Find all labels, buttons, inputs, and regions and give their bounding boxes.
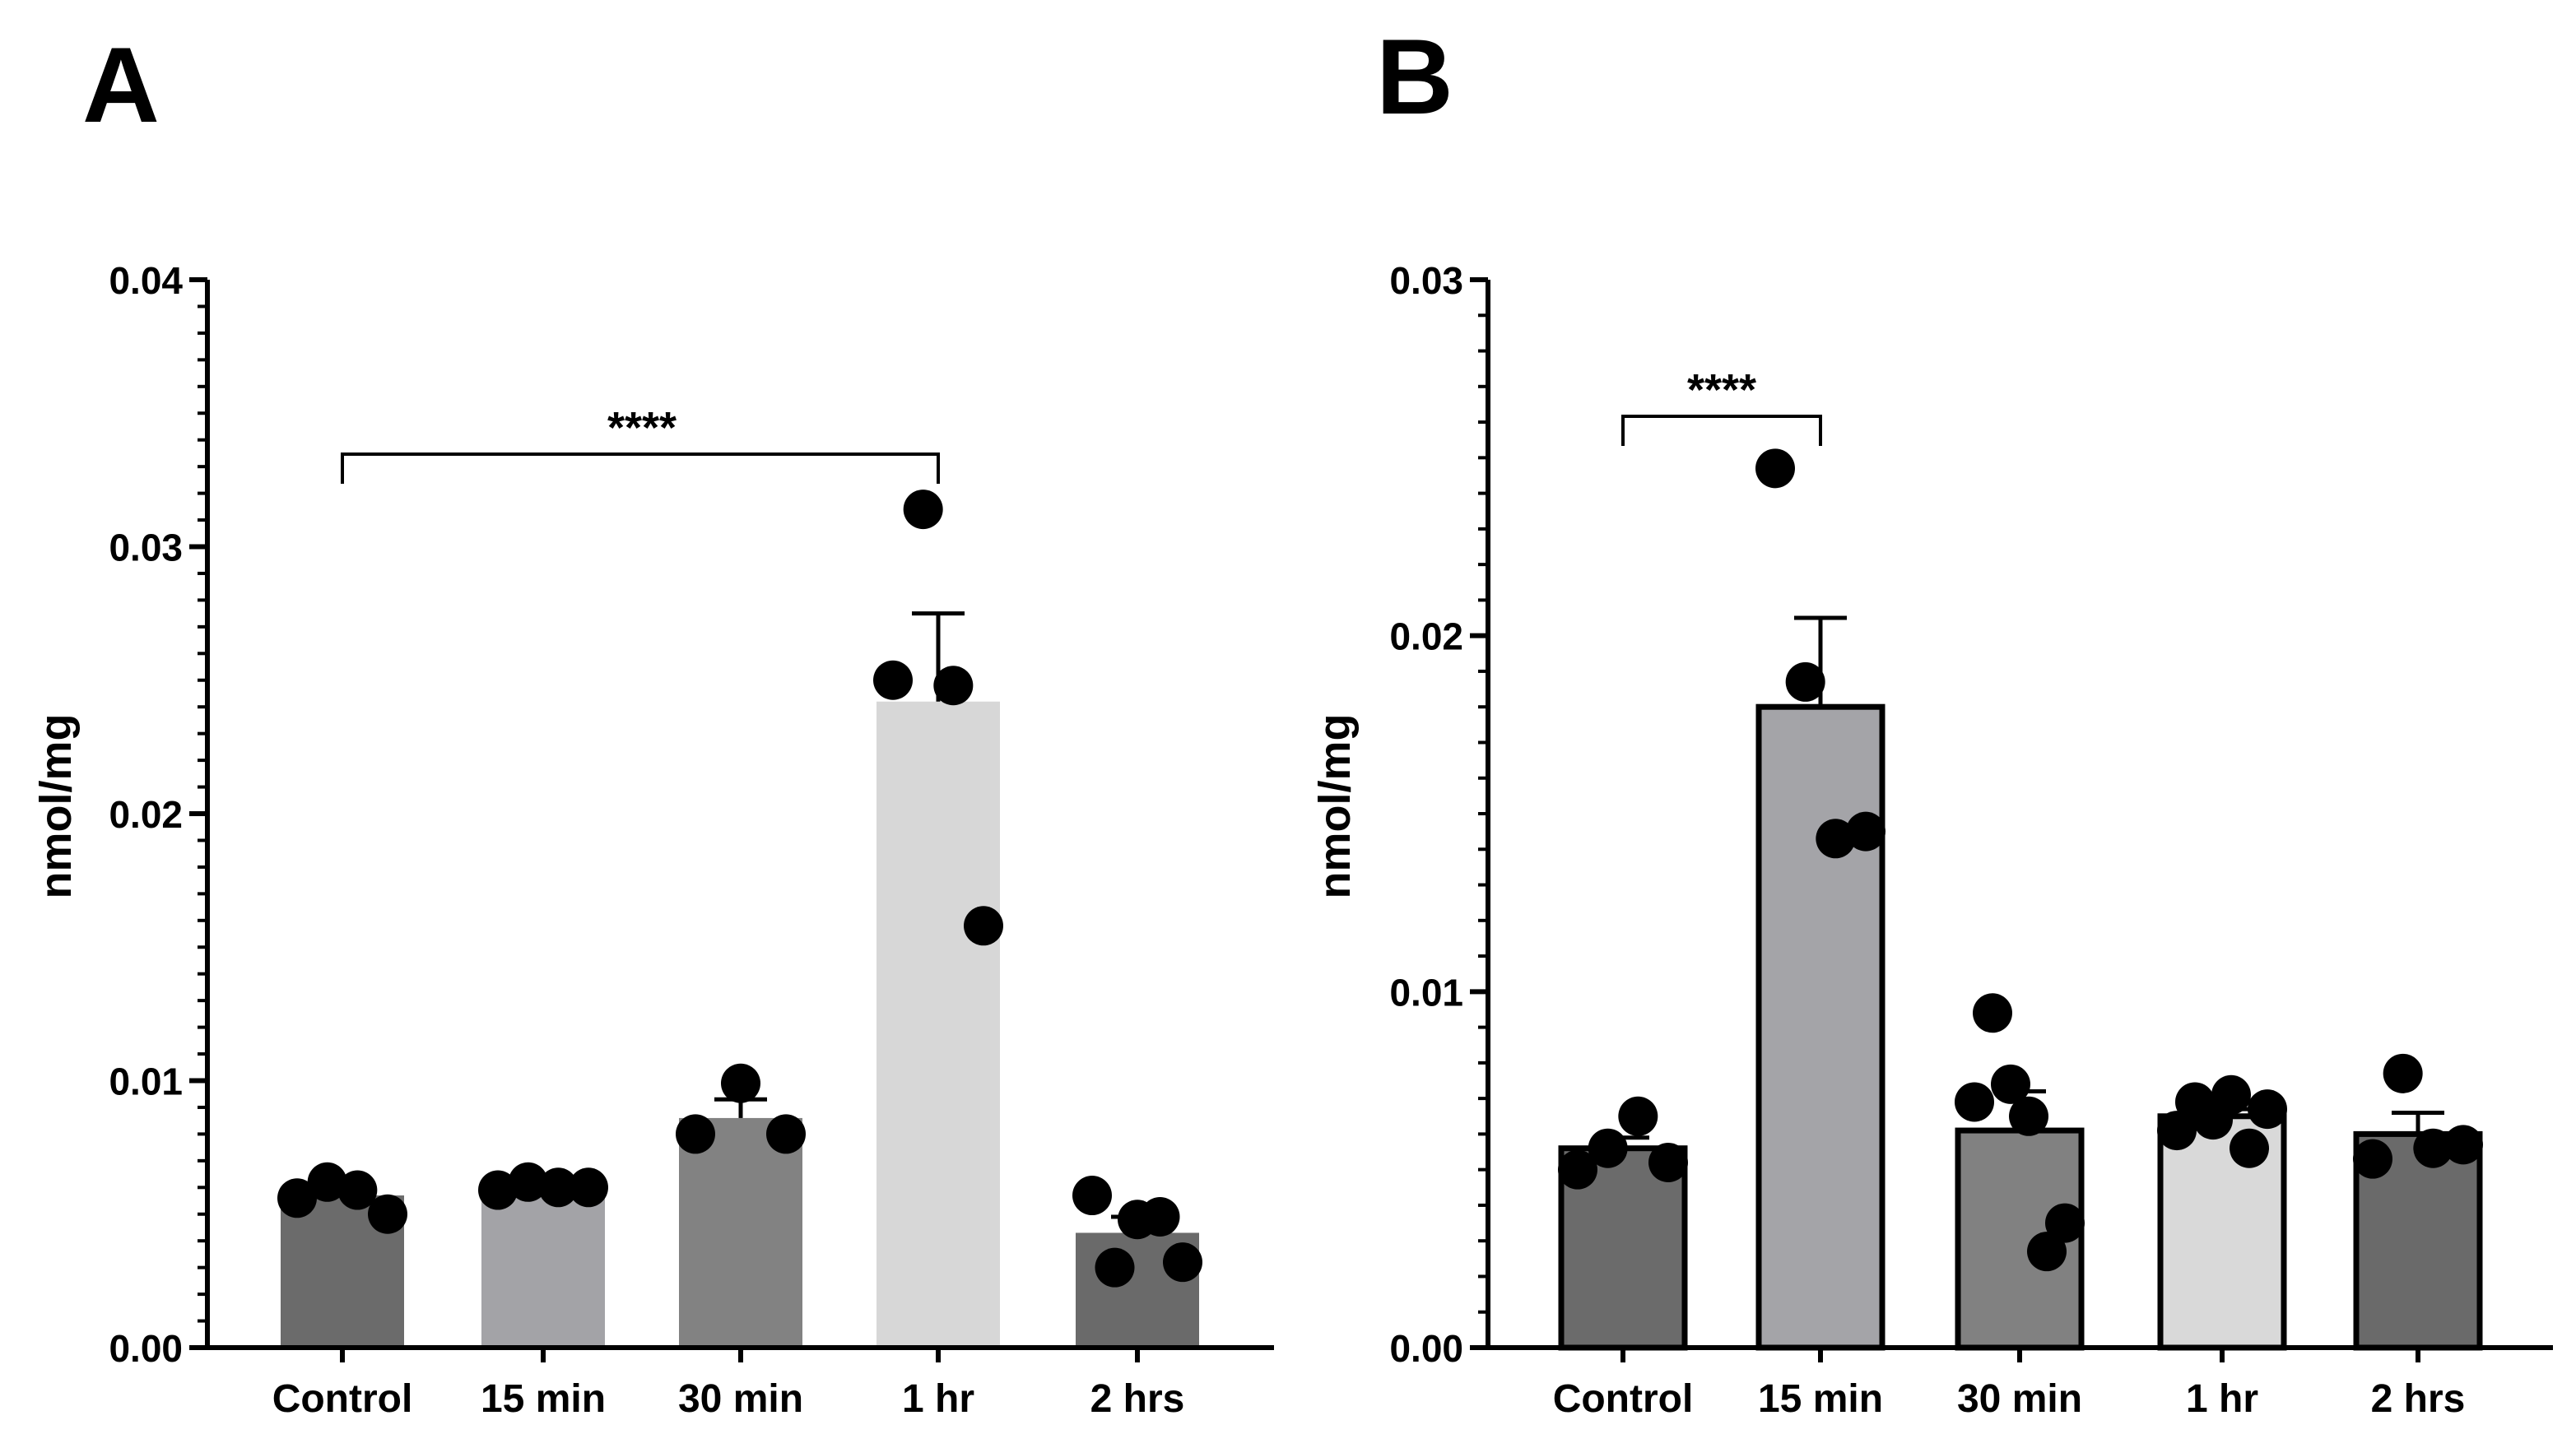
data-point <box>2009 1096 2048 1136</box>
data-point <box>1785 661 1825 702</box>
x-tick-label: Control <box>272 1377 413 1421</box>
x-tick-label: 30 min <box>678 1377 803 1421</box>
x-tick-label: 15 min <box>1758 1377 1883 1421</box>
data-point <box>1648 1143 1688 1183</box>
significance-bracket <box>341 452 940 484</box>
data-point <box>676 1114 715 1154</box>
y-tick-label: 0.00 <box>1389 1327 1463 1370</box>
data-point <box>1846 811 1886 852</box>
data-point <box>1618 1096 1658 1136</box>
data-point <box>964 906 1003 946</box>
y-tick-label: 0.00 <box>109 1327 183 1370</box>
panel-b: B nmol/mg **** 0.00 0.01 0.02 0.03 Control 15… <box>1310 16 2553 1421</box>
data-point <box>368 1194 407 1234</box>
x-tick-label: Control <box>1553 1377 1694 1421</box>
panel-a: A nmol/mg **** 0.00 0.01 0.02 0.03 0.04 Contr… <box>31 25 1274 1421</box>
data-point <box>1991 1064 2030 1104</box>
data-point <box>2027 1232 2067 1272</box>
data-point <box>2353 1139 2392 1179</box>
data-point <box>569 1167 608 1208</box>
panel-letter-a: A <box>82 25 160 145</box>
data-point <box>1163 1242 1202 1283</box>
data-point <box>933 666 974 706</box>
x-tick-label: 15 min <box>481 1377 606 1421</box>
y-axis-label-a: nmol/mg <box>31 714 81 899</box>
data-point <box>1072 1176 1112 1216</box>
significance-bracket <box>1621 415 1822 446</box>
data-point <box>721 1063 760 1103</box>
data-point <box>1558 1149 1597 1190</box>
data-point <box>2211 1074 2251 1115</box>
data-point <box>2045 1203 2085 1243</box>
x-tick-label: 30 min <box>1957 1377 2082 1421</box>
data-point <box>478 1170 518 1210</box>
data-point <box>337 1170 378 1210</box>
data-point <box>277 1178 317 1218</box>
panel-letter-b: B <box>1376 16 1453 137</box>
data-point <box>2413 1128 2453 1168</box>
significance-label-a: **** <box>607 403 677 452</box>
data-point <box>1755 448 1795 489</box>
y-tick-label: 0.03 <box>1389 259 1463 302</box>
plot-area-b: 0.00 0.01 0.02 0.03 Control 15 min 30 min 1 hr 2… <box>1389 259 2553 1421</box>
y-tick-label: 0.02 <box>109 793 183 836</box>
data-point <box>2383 1053 2423 1093</box>
bar-15-min <box>1755 703 1886 1351</box>
data-point <box>307 1162 347 1202</box>
bar-30-min <box>679 1117 802 1348</box>
data-point <box>1588 1128 1628 1168</box>
data-point <box>2157 1111 2197 1151</box>
data-point <box>2248 1089 2287 1130</box>
data-point <box>873 660 913 700</box>
data-point <box>1095 1247 1135 1288</box>
data-point <box>1955 1082 1994 1122</box>
y-tick-label: 0.01 <box>109 1060 183 1103</box>
bar-15-min <box>481 1187 605 1348</box>
x-tick-label: 1 hr <box>2186 1377 2258 1421</box>
data-point <box>538 1167 579 1208</box>
x-tick-label: 2 hrs <box>2371 1377 2466 1421</box>
data-point <box>2443 1125 2483 1165</box>
data-point <box>903 490 943 530</box>
data-point <box>1140 1196 1180 1237</box>
y-tick-label: 0.01 <box>1389 971 1463 1014</box>
data-point <box>508 1162 548 1202</box>
y-tick-label: 0.02 <box>1389 615 1463 658</box>
data-point <box>2230 1128 2269 1168</box>
data-point <box>1973 993 2012 1033</box>
data-point <box>766 1114 806 1154</box>
significance-label-b: **** <box>1687 365 1756 415</box>
data-point <box>1816 819 1856 859</box>
y-tick-label: 0.04 <box>109 259 183 302</box>
y-tick-label: 0.03 <box>109 527 183 569</box>
x-tick-label: 1 hr <box>902 1377 974 1421</box>
y-axis-label-b: nmol/mg <box>1310 714 1360 899</box>
bar-1-hr <box>876 701 1000 1348</box>
x-tick-label: 2 hrs <box>1090 1377 1185 1421</box>
plot-area-a: 0.00 0.01 0.02 0.03 0.04 Control 15 min 30 min 1… <box>109 259 1274 1421</box>
